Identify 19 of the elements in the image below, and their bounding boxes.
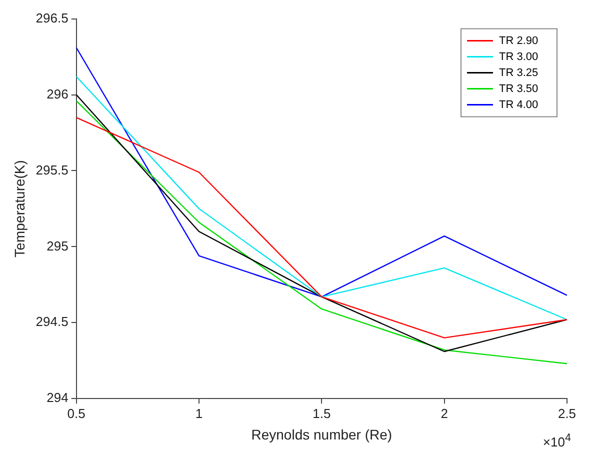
legend-label: TR 3.00 (499, 50, 538, 63)
text: ×10$^{4}$ (542, 432, 571, 450)
x-axis-title: Reynolds number (Re) (251, 426, 392, 442)
legend-label: TR 4.00 (499, 98, 538, 111)
legend-label: TR 2.90 (499, 34, 538, 47)
x-tick-label: 1 (195, 406, 203, 421)
y-tick-label: 294 (46, 390, 68, 406)
y-axis-title: Temperature(K) (11, 160, 28, 258)
y-tick-label: 295 (46, 238, 68, 254)
x-tick-label: 1.5 (312, 406, 331, 421)
y-tick-label: 294.5 (36, 314, 68, 330)
legend-label: TR 3.50 (499, 82, 538, 95)
y-tick-label: 295.5 (36, 162, 68, 178)
x-tick-label: 2 (440, 406, 448, 421)
x-tick-label: 2.5 (558, 406, 576, 421)
y-tick-label: 296.5 (36, 10, 68, 26)
y-tick-label: 296 (46, 86, 68, 102)
legend-label: TR 3.25 (499, 66, 538, 79)
x-tick-label: 0.5 (67, 406, 86, 421)
